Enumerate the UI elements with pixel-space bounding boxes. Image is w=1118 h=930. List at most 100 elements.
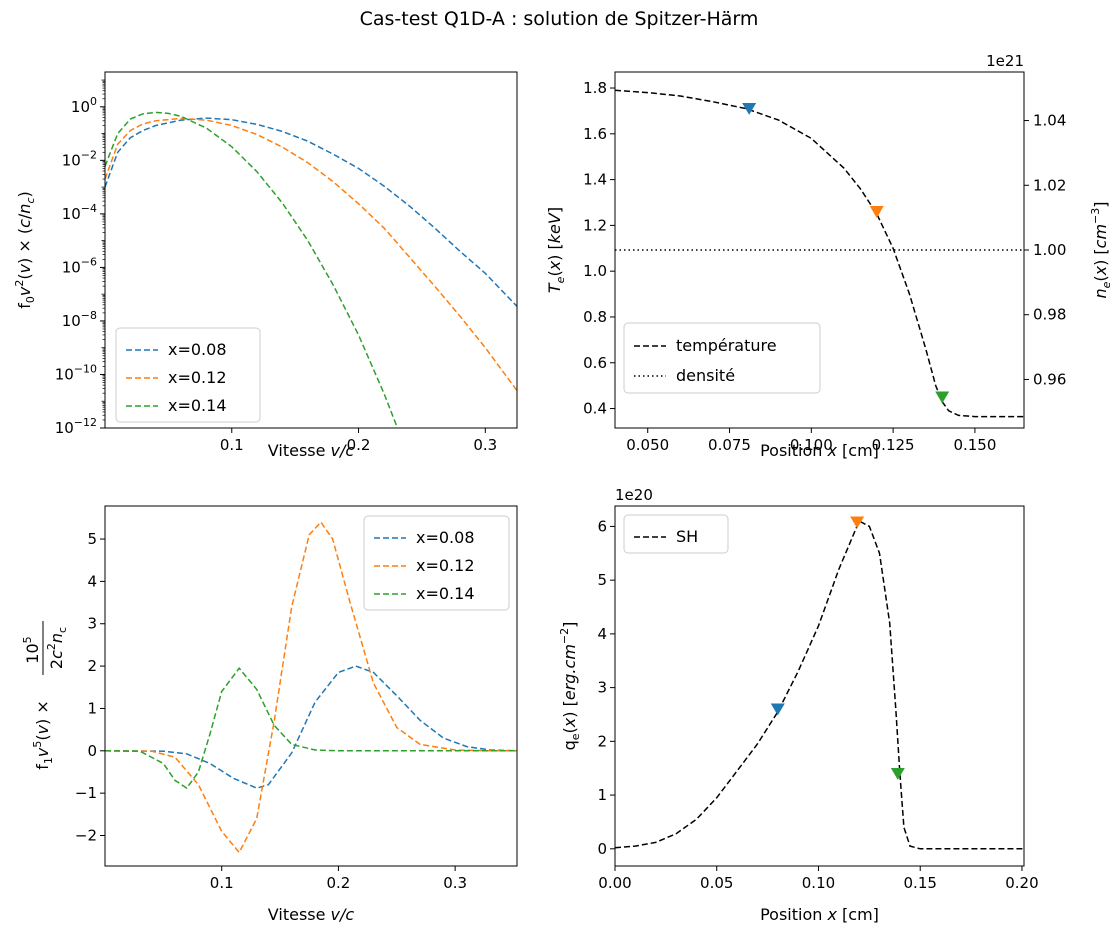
x-tick-label: 0.2: [326, 874, 350, 892]
x-tick-label: 0.10: [802, 874, 835, 892]
x-tick-label: 0.100: [790, 436, 833, 454]
y-tick-label: 0: [597, 840, 607, 858]
y-axis-label: f0v2(v) × (c/nc): [13, 191, 37, 309]
legend-label: x=0.08: [416, 528, 475, 547]
x-axis-label: Position x [cm]: [760, 441, 879, 460]
x-tick-label: 0.15: [904, 874, 937, 892]
y-tick-label: 0.6: [583, 354, 607, 372]
y-tick-label: 5: [87, 530, 97, 548]
f0-panel: 0.1 0.2 0.3 10−12 10−10 10−8 10−6 10−4 10−2 100 Vi…: [13, 71, 518, 460]
series-line-0: [105, 665, 517, 789]
legend-label: densité: [676, 366, 735, 385]
legend-box: [623, 322, 821, 394]
legend-label: x=0.14: [168, 396, 227, 415]
y-tick-label: 1: [597, 786, 607, 804]
series-line-0: [615, 519, 1024, 850]
marker-2: [890, 767, 905, 780]
plot-area: [105, 520, 517, 854]
marker-1: [850, 516, 865, 529]
x-axis-label: Position x [cm]: [760, 905, 879, 924]
y-label-numerator: 105: [21, 636, 42, 663]
legend-label: x=0.12: [416, 556, 475, 575]
y-tick-label: 3: [87, 615, 97, 633]
y-tick-label: 1.4: [583, 171, 607, 189]
x-tick-label: 0.075: [708, 436, 751, 454]
x-tick-label: 0.05: [700, 874, 733, 892]
x-tick-label: 0.1: [210, 874, 234, 892]
x-tick-label: 0.20: [1005, 874, 1038, 892]
y-tick-label: 1.0: [583, 262, 607, 280]
y-tick-label: 10−4: [62, 202, 97, 223]
offset-label: 1e21: [986, 52, 1024, 70]
marker-0: [770, 703, 785, 716]
y-tick-label: 10−12: [55, 416, 97, 437]
series-line-1: [105, 520, 517, 854]
y-tick-label: 0.8: [583, 308, 607, 326]
y-tick-label: 1.6: [583, 125, 607, 143]
x-tick-label: 0.3: [443, 874, 467, 892]
legend-box: [623, 514, 729, 554]
x-tick-label: 0.125: [872, 436, 915, 454]
y2-tick-label: 1.02: [1033, 176, 1066, 194]
y-tick-label: 1.8: [583, 79, 607, 97]
marker-0: [742, 103, 757, 115]
y-tick-label: 2: [87, 657, 97, 675]
offset-label: 1e20: [615, 486, 653, 504]
series-line-2: [105, 666, 517, 790]
x-tick-label: 0.1: [220, 436, 244, 454]
y-tick-label: 100: [71, 95, 97, 116]
y2-tick-label: 1.00: [1033, 241, 1066, 259]
temperature-panel: 0.050 0.075 0.100 0.125 0.150 0.4 0.6 0.8 1.0 1.2…: [545, 52, 1113, 460]
y-tick-label: 10−2: [62, 148, 97, 169]
axes-frame: [614, 505, 1025, 867]
y-tick-label: 10−10: [55, 362, 97, 383]
legend-label: x=0.08: [168, 340, 227, 359]
x-tick-label: 0.150: [953, 436, 996, 454]
legend-label: SH: [676, 527, 698, 546]
y-axis-label: qe(x) [erg.cm−2]: [558, 622, 582, 751]
legend-label: x=0.14: [416, 584, 475, 603]
y-tick-label: −1: [75, 784, 97, 802]
axes-frame: [104, 71, 518, 429]
x-tick-label: 0.3: [473, 436, 497, 454]
y-tick-label: 0: [87, 742, 97, 760]
legend-box: [363, 515, 510, 611]
axes-frame: [104, 505, 518, 867]
legend-label: x=0.12: [168, 368, 227, 387]
x-axis-label: Vitesse v/c: [268, 441, 355, 460]
heat-flux-panel: 0.00 0.05 0.10 0.15 0.20 0 1 2 3 4 5 6 1e20 Position …: [558, 486, 1039, 924]
y-tick-label: 10−8: [62, 309, 97, 330]
y-tick-label: 10−6: [62, 255, 97, 276]
y-tick-label: −2: [75, 827, 97, 845]
y-tick-label: 1: [87, 699, 97, 717]
y-tick-label: 1.2: [583, 216, 607, 234]
figure-title: Cas-test Q1D-A : solution de Spitzer-Här…: [360, 8, 759, 30]
y-tick-label: 5: [597, 571, 607, 589]
y-label-denominator: 2c2nc: [45, 627, 69, 669]
y-tick-label: 4: [597, 625, 607, 643]
y-tick-label: 4: [87, 572, 97, 590]
plot-area: [615, 89, 1024, 418]
y-tick-label: 3: [597, 679, 607, 697]
x-axis-label: Vitesse v/c: [268, 905, 355, 924]
y2-tick-label: 0.98: [1033, 306, 1066, 324]
marker-1: [869, 206, 884, 218]
y-tick-label: 0.4: [583, 400, 607, 418]
y2-axis-label: ne(x) [cm−3]: [1089, 201, 1113, 298]
x-tick-label: 0.00: [598, 874, 631, 892]
x-tick-label: 0.2: [347, 436, 371, 454]
y-axis-label: Te(x) [keV]: [545, 207, 567, 293]
y-tick-label: 6: [597, 517, 607, 535]
marker-2: [935, 391, 950, 404]
series-line-0: [105, 117, 517, 307]
legend-label: température: [676, 336, 777, 355]
legend-box: [115, 327, 261, 423]
x-tick-label: 0.050: [626, 436, 669, 454]
y-label-prefix: f1v5(v) ×: [31, 700, 55, 770]
y2-tick-label: 1.04: [1033, 112, 1066, 130]
series-line-0: [615, 89, 1024, 418]
y-tick-label: 2: [597, 732, 607, 750]
plot-area: [615, 519, 1024, 850]
y2-tick-label: 0.96: [1033, 370, 1066, 388]
